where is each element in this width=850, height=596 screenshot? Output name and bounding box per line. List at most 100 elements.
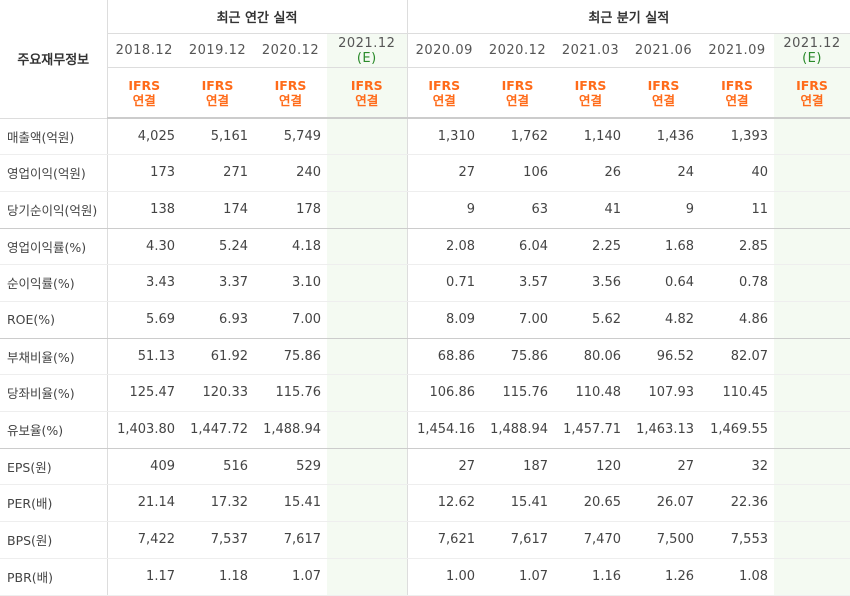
row-label: 유보율(%)	[0, 411, 108, 449]
quarterly-value: 41	[554, 191, 627, 229]
quarterly-value: 120	[554, 448, 627, 485]
annual-value	[327, 484, 408, 522]
quarterly-value: 110.45	[700, 374, 774, 412]
ifrs-label: IFRS	[721, 77, 753, 93]
quarterly-value	[774, 154, 850, 192]
quarterly-value: 1,140	[554, 118, 627, 155]
consolidated-label: 연결	[505, 92, 529, 108]
quarterly-ifrs-0: IFRS 연결	[407, 67, 481, 119]
annual-value: 5,749	[254, 118, 327, 155]
annual-value	[327, 118, 408, 155]
table-row: ROE(%) 5.69 6.93 7.00 8.09 7.00 5.62 4.82 4.86	[0, 301, 850, 339]
quarterly-value: 27	[407, 448, 481, 485]
quarterly-value	[774, 118, 850, 155]
annual-value: 6.93	[181, 301, 254, 339]
quarterly-group-title: 최근 분기 실적	[407, 0, 850, 34]
table-row: 매출액(억원) 4,025 5,161 5,749 1,310 1,762 1,140 1,4…	[0, 118, 850, 155]
period-header-row: 2018.12 2019.12 2020.12 2021.12 (E) 2020.09 20…	[0, 33, 850, 68]
consolidated-label: 연결	[205, 92, 229, 108]
quarterly-value: 6.04	[481, 228, 554, 265]
quarterly-ifrs-5: IFRS 연결	[774, 67, 850, 119]
annual-group-title: 최근 연간 실적	[107, 0, 408, 34]
quarterly-value: 9	[407, 191, 481, 229]
annual-value: 7,537	[181, 521, 254, 559]
ifrs-label: IFRS	[350, 77, 383, 93]
row-label: 순이익률(%)	[0, 264, 108, 302]
table-row: PBR(배) 1.17 1.18 1.07 1.00 1.07 1.16 1.26 1.08	[0, 558, 850, 596]
table-row: BPS(원) 7,422 7,537 7,617 7,621 7,617 7,470 7,50…	[0, 521, 850, 559]
row-label: 매출액(억원)	[0, 118, 108, 155]
quarterly-value: 1,762	[481, 118, 554, 155]
annual-value: 4.30	[107, 228, 181, 265]
ifrs-label: IFRS	[274, 77, 307, 93]
annual-value: 51.13	[107, 338, 181, 375]
annual-value: 1.07	[254, 558, 327, 596]
annual-value: 120.33	[181, 374, 254, 412]
table-row: 당기순이익(억원) 138 174 178 9 63 41 9 11	[0, 191, 850, 229]
quarterly-value: 1,469.55	[700, 411, 774, 449]
quarterly-value: 1.26	[627, 558, 700, 596]
annual-value: 3.37	[181, 264, 254, 302]
quarterly-value	[774, 228, 850, 265]
quarterly-value: 7,617	[481, 521, 554, 559]
quarterly-value: 4.82	[627, 301, 700, 339]
quarterly-value: 26	[554, 154, 627, 192]
quarterly-value: 1.07	[481, 558, 554, 596]
table-row: 영업이익(억원) 173 271 240 27 106 26 24 40	[0, 154, 850, 192]
annual-ifrs-3: IFRS 연결	[327, 67, 408, 119]
quarterly-value: 7,500	[627, 521, 700, 559]
table-row: 부채비율(%) 51.13 61.92 75.86 68.86 75.86 80.06 96.…	[0, 338, 850, 375]
table-row: PER(배) 21.14 17.32 15.41 12.62 15.41 20.65 26.0…	[0, 484, 850, 522]
quarterly-value: 8.09	[407, 301, 481, 339]
quarterly-period-0: 2020.09	[407, 33, 481, 68]
quarterly-value: 1.08	[700, 558, 774, 596]
quarterly-ifrs-2: IFRS 연결	[554, 67, 627, 119]
quarterly-value: 110.48	[554, 374, 627, 412]
quarterly-value	[774, 521, 850, 559]
quarterly-value: 7.00	[481, 301, 554, 339]
quarterly-period-4: 2021.09	[700, 33, 774, 68]
quarterly-value	[774, 448, 850, 485]
annual-value	[327, 191, 408, 229]
annual-value: 4.18	[254, 228, 327, 265]
annual-value: 1.17	[107, 558, 181, 596]
quarterly-value: 9	[627, 191, 700, 229]
annual-value: 1,488.94	[254, 411, 327, 449]
quarterly-ifrs-3: IFRS 연결	[627, 67, 700, 119]
annual-value: 7,422	[107, 521, 181, 559]
ifrs-header-row: IFRS 연결 IFRS 연결 IFRS 연결 IFRS 연결 IFRS 연결 IFRS 연결 IFRS…	[0, 67, 850, 119]
quarterly-value: 0.64	[627, 264, 700, 302]
quarterly-value: 26.07	[627, 484, 700, 522]
annual-value: 516	[181, 448, 254, 485]
quarterly-period-2: 2021.03	[554, 33, 627, 68]
quarterly-value: 68.86	[407, 338, 481, 375]
annual-ifrs-1: IFRS 연결	[181, 67, 254, 119]
annual-value: 115.76	[254, 374, 327, 412]
quarterly-value: 32	[700, 448, 774, 485]
row-label: EPS(원)	[0, 448, 108, 485]
ifrs-label: IFRS	[501, 77, 534, 93]
annual-value	[327, 301, 408, 339]
ifrs-label: IFRS	[574, 77, 607, 93]
quarterly-value: 106.86	[407, 374, 481, 412]
annual-value: 125.47	[107, 374, 181, 412]
header-group-row: 주요재무정보 최근 연간 실적 최근 분기 실적	[0, 0, 850, 119]
quarterly-value: 1,457.71	[554, 411, 627, 449]
annual-value: 138	[107, 191, 181, 229]
quarterly-period-1: 2020.12	[481, 33, 554, 68]
quarterly-period-3: 2021.06	[627, 33, 700, 68]
quarterly-value: 106	[481, 154, 554, 192]
quarterly-value: 2.08	[407, 228, 481, 265]
table-row: 순이익률(%) 3.43 3.37 3.10 0.71 3.57 3.56 0.64 0.78	[0, 264, 850, 302]
annual-value	[327, 154, 408, 192]
quarterly-value: 1,436	[627, 118, 700, 155]
annual-value	[327, 264, 408, 302]
quarterly-value: 5.62	[554, 301, 627, 339]
quarterly-value: 0.78	[700, 264, 774, 302]
consolidated-label: 연결	[355, 92, 379, 108]
annual-value: 1,403.80	[107, 411, 181, 449]
quarterly-value: 115.76	[481, 374, 554, 412]
annual-value	[327, 411, 408, 449]
consolidated-label: 연결	[432, 92, 456, 108]
quarterly-value: 1.00	[407, 558, 481, 596]
